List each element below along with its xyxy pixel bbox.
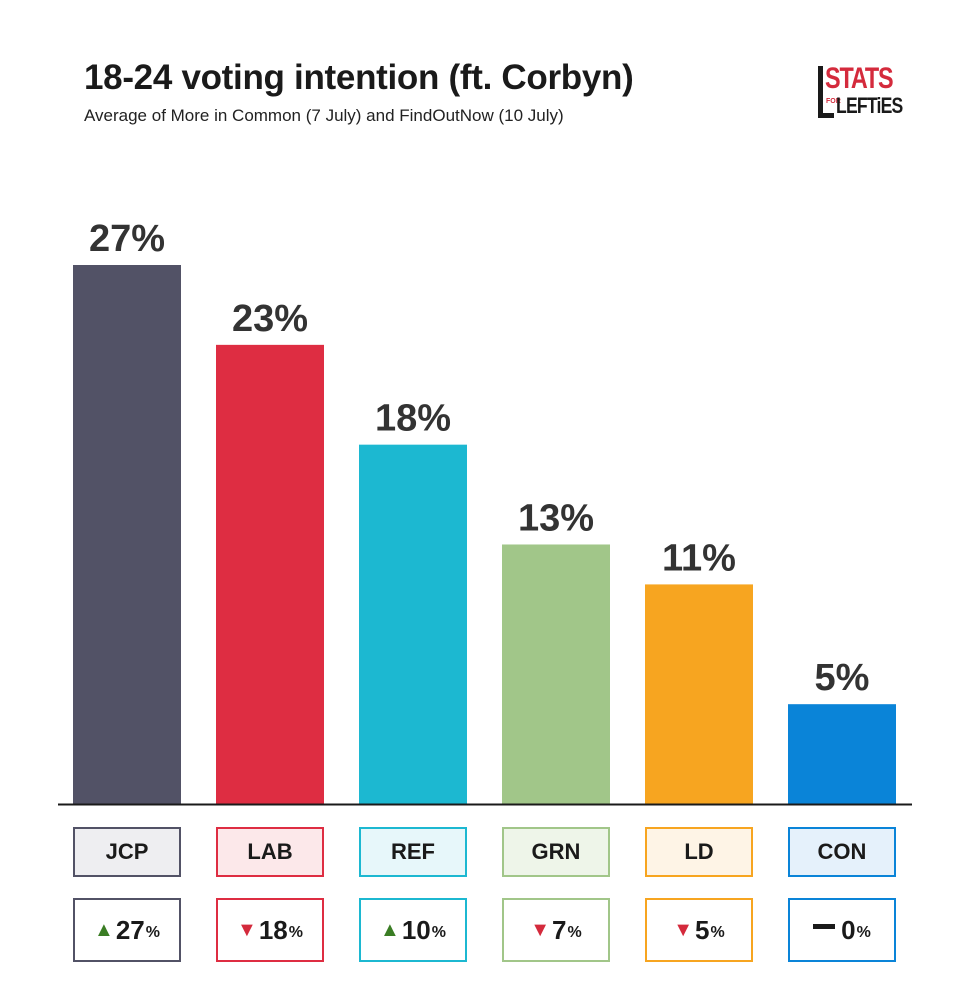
data-label-ref: 18% (375, 398, 451, 440)
category-label-ref: REF (359, 827, 467, 877)
data-label-ld: 11% (662, 537, 736, 579)
change-unit: % (145, 924, 160, 941)
data-label-lab: 23% (232, 298, 308, 340)
category-label-grn: GRN (502, 827, 610, 877)
change-badge-grn: ▼ 7% (502, 898, 610, 962)
change-value: 5 (695, 914, 710, 945)
chart-subtitle: Average of More in Common (7 July) and F… (84, 106, 564, 125)
bar-jcp (73, 265, 181, 804)
change-unit: % (710, 924, 725, 941)
change-unit: % (856, 924, 871, 941)
logo-lefties-text: LEFTiES (836, 93, 903, 118)
change-value: 18 (258, 914, 288, 945)
category-label-con: CON (788, 827, 896, 877)
change-unit: % (567, 924, 582, 941)
change-value: 27 (115, 914, 145, 945)
logo-stats-text: STATS (825, 62, 894, 95)
no-change-dash-icon (813, 923, 836, 929)
stats-for-lefties-logo: STATS FOR LEFTiES (818, 62, 903, 122)
triangle-down-icon: ▼ (237, 918, 257, 941)
change-badge-lab: ▼ 18% (216, 898, 324, 962)
bar-grn (502, 544, 610, 804)
data-label-grn: 13% (518, 497, 594, 539)
bar-lab (216, 344, 324, 804)
change-unit: % (431, 924, 446, 941)
triangle-down-icon: ▼ (673, 918, 694, 941)
change-unit: % (288, 924, 303, 941)
logo-bracket (818, 66, 823, 118)
data-label-jcp: 27% (89, 218, 165, 260)
data-label-con: 5% (815, 657, 870, 699)
chart-title: 18-24 voting intention (ft. Corbyn) (84, 58, 634, 97)
category-label-ld: LD (645, 827, 753, 877)
bar-ref (359, 444, 467, 804)
category-label-jcp: JCP (73, 827, 181, 877)
change-badge-con: 0% (788, 898, 896, 962)
logo-bracket-foot (818, 113, 834, 118)
bar-con (788, 704, 896, 804)
bar-ld (645, 584, 753, 804)
change-value: 10 (401, 914, 431, 945)
change-badge-ref: ▲ 10% (359, 898, 467, 962)
change-badge-ld: ▼ 5% (645, 898, 753, 962)
change-value: 0 (841, 914, 856, 945)
change-value: 7 (552, 914, 567, 945)
logo-for-text: FOR (826, 98, 841, 105)
triangle-down-icon: ▼ (530, 918, 551, 941)
triangle-up-icon: ▲ (380, 918, 400, 941)
category-label-lab: LAB (216, 827, 324, 877)
change-badge-jcp: ▲ 27% (73, 898, 181, 962)
triangle-up-icon: ▲ (94, 918, 114, 941)
